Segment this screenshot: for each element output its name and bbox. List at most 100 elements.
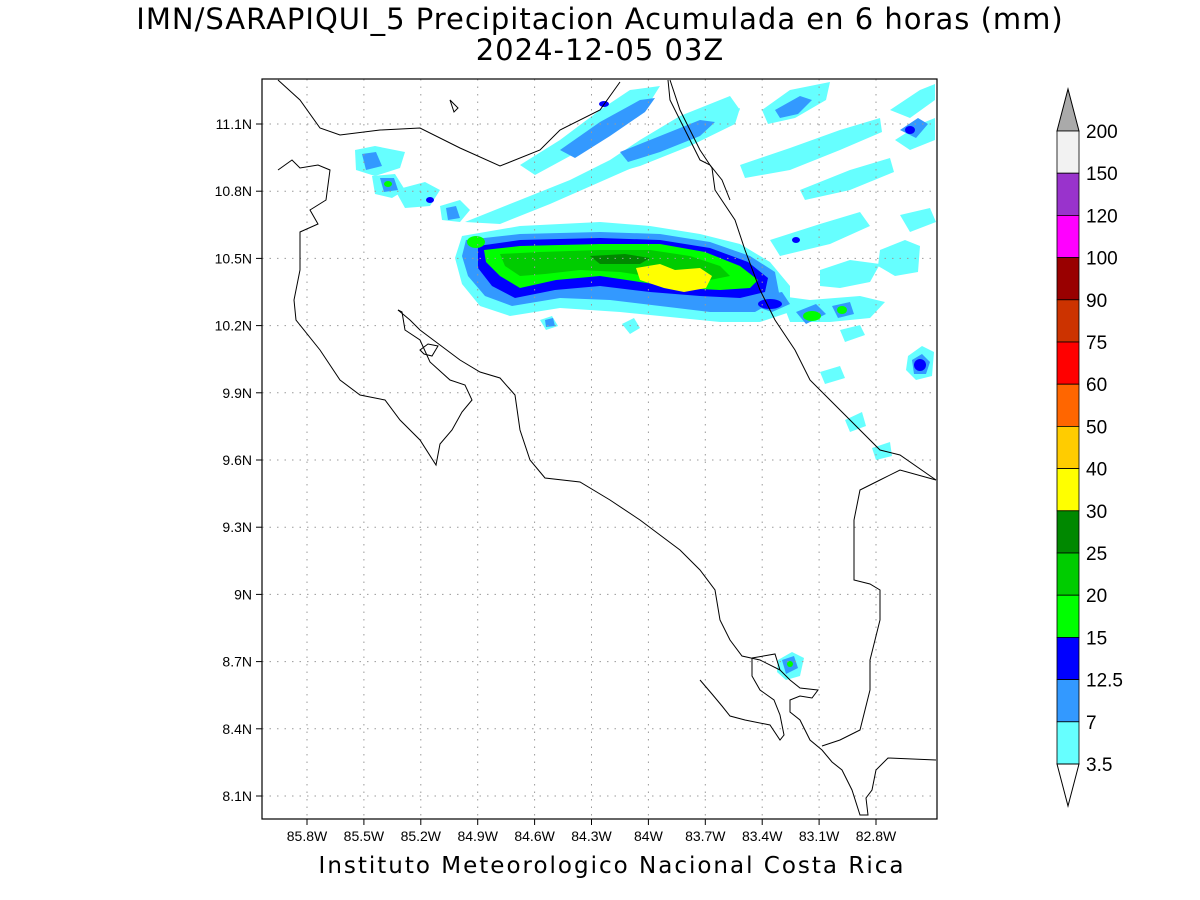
colorbar-swatch bbox=[1056, 299, 1080, 343]
x-tick-label: 84W bbox=[634, 828, 664, 844]
y-tick-label: 10.2N bbox=[215, 318, 252, 334]
x-tick-label: 83.4W bbox=[742, 828, 783, 844]
rain-cell bbox=[837, 306, 847, 314]
colorbar-swatch bbox=[1056, 510, 1080, 554]
colorbar-label: 100 bbox=[1086, 249, 1118, 270]
y-tick-label: 9.3N bbox=[222, 519, 252, 535]
rain-area-light bbox=[845, 412, 866, 432]
colorbar-label: 12.5 bbox=[1086, 671, 1123, 692]
x-tick-label: 83.1W bbox=[799, 828, 840, 844]
rain-area-light bbox=[900, 208, 936, 232]
y-axis-ticks: 11.1N 10.8N 10.5N 10.2N 9.9N 9.6N 9.3N 9N 8.7N 8.… bbox=[215, 116, 262, 804]
colorbar-swatch bbox=[1056, 594, 1080, 638]
nicoya-west-coast bbox=[277, 159, 473, 467]
colorbar-swatch bbox=[1056, 468, 1080, 512]
colorbar-swatch bbox=[1056, 679, 1080, 723]
rain-cell bbox=[426, 197, 434, 203]
graticule-grid bbox=[262, 79, 937, 819]
y-tick-label: 10.8N bbox=[215, 183, 252, 199]
rain-area-max bbox=[636, 264, 712, 292]
rain-area-medium bbox=[775, 96, 812, 118]
x-tick-label: 82.8W bbox=[856, 828, 897, 844]
colorbar-label: 15 bbox=[1086, 628, 1107, 649]
x-tick-label: 84.9W bbox=[457, 828, 498, 844]
colorbar-label: 75 bbox=[1086, 333, 1107, 354]
colorbar: 3.5 7 12.5 15 20 25 30 40 50 60 75 90 100 120 150 200 bbox=[1056, 87, 1123, 808]
rain-cell bbox=[758, 299, 782, 309]
gulf-of-nicoya-coast bbox=[397, 309, 781, 671]
y-tick-label: 9.9N bbox=[222, 385, 252, 401]
rain-cell bbox=[803, 311, 821, 321]
x-tick-label: 84.3W bbox=[571, 828, 612, 844]
y-tick-label: 9N bbox=[234, 586, 252, 602]
colorbar-label: 60 bbox=[1086, 375, 1107, 396]
colorbar-label: 90 bbox=[1086, 291, 1107, 312]
colorbar-swatch bbox=[1056, 425, 1080, 469]
rain-area-medium bbox=[620, 120, 715, 162]
map-frame bbox=[261, 78, 938, 820]
rain-area-light bbox=[820, 366, 845, 384]
x-tick-label: 85.2W bbox=[401, 828, 442, 844]
x-tick-label: 83.7W bbox=[685, 828, 726, 844]
x-tick-label: 85.5W bbox=[344, 828, 385, 844]
y-tick-label: 8.1N bbox=[222, 788, 252, 804]
colorbar-label: 150 bbox=[1086, 164, 1118, 185]
rain-area-light bbox=[780, 296, 885, 322]
rain-cell bbox=[384, 181, 392, 187]
colorbar-label: 7 bbox=[1086, 713, 1097, 734]
rain-area-light bbox=[770, 212, 870, 256]
osa-peninsula-coast bbox=[751, 653, 937, 816]
colorbar-swatch bbox=[1056, 214, 1080, 258]
precipitation-field bbox=[355, 82, 936, 680]
rain-area-light bbox=[840, 325, 865, 342]
colorbar-swatch bbox=[1056, 721, 1080, 765]
colorbar-swatch bbox=[1056, 130, 1080, 174]
nicaragua-costa-rica-border bbox=[669, 79, 937, 481]
osa-west-coast bbox=[699, 658, 785, 741]
rain-cell bbox=[914, 359, 926, 371]
rain-area-darkgreen bbox=[590, 254, 650, 264]
costa-rica-panama-border bbox=[821, 469, 937, 747]
rain-cell bbox=[905, 126, 915, 134]
y-tick-label: 11.1N bbox=[216, 116, 252, 132]
colorbar-min-arrow bbox=[1056, 763, 1080, 808]
coastline-borders bbox=[277, 79, 937, 816]
y-tick-label: 9.6N bbox=[222, 452, 252, 468]
rain-area-light bbox=[465, 96, 740, 224]
colorbar-label: 200 bbox=[1086, 122, 1118, 143]
nicaragua-coast-north bbox=[667, 79, 731, 201]
colorbar-swatch bbox=[1056, 552, 1080, 596]
colorbar-label: 30 bbox=[1086, 502, 1107, 523]
colorbar-swatch bbox=[1056, 341, 1080, 385]
rain-area-light bbox=[800, 158, 894, 200]
rain-area-light bbox=[820, 260, 880, 288]
nicaragua-coast bbox=[277, 79, 621, 167]
footer-credit: Instituto Meteorologico Nacional Costa R… bbox=[318, 853, 906, 879]
rain-area-medium bbox=[446, 206, 460, 220]
colorbar-swatch bbox=[1056, 257, 1080, 301]
colorbar-label: 120 bbox=[1086, 206, 1118, 227]
y-tick-label: 8.4N bbox=[222, 721, 252, 737]
rain-cell bbox=[467, 236, 485, 248]
island-chira bbox=[419, 343, 439, 357]
y-tick-label: 10.5N bbox=[215, 250, 252, 266]
x-tick-label: 85.8W bbox=[287, 828, 328, 844]
x-tick-label: 84.6W bbox=[514, 828, 555, 844]
rain-area-light bbox=[355, 146, 405, 176]
rain-area-medium bbox=[560, 98, 655, 158]
colorbar-swatch bbox=[1056, 383, 1080, 427]
rain-area-medium bbox=[545, 318, 555, 327]
colorbar-swatch bbox=[1056, 637, 1080, 681]
map-subtitle-datetime: 2024-12-05 03Z bbox=[475, 33, 725, 67]
island-small bbox=[449, 99, 459, 113]
map-title: IMN/SARAPIQUI_5 Precipitacion Acumulada … bbox=[136, 2, 1064, 36]
rain-area-light bbox=[878, 240, 920, 276]
colorbar-max-arrow bbox=[1056, 87, 1080, 132]
colorbar-label: 20 bbox=[1086, 586, 1107, 607]
rain-area-medium bbox=[362, 152, 382, 170]
x-axis-ticks: 85.8W 85.5W 85.2W 84.9W 84.6W 84.3W 84W 83.7W 83… bbox=[287, 819, 897, 844]
rain-cell bbox=[792, 237, 800, 243]
colorbar-label: 50 bbox=[1086, 417, 1107, 438]
colorbar-label: 40 bbox=[1086, 460, 1107, 481]
y-tick-label: 8.7N bbox=[222, 654, 252, 670]
